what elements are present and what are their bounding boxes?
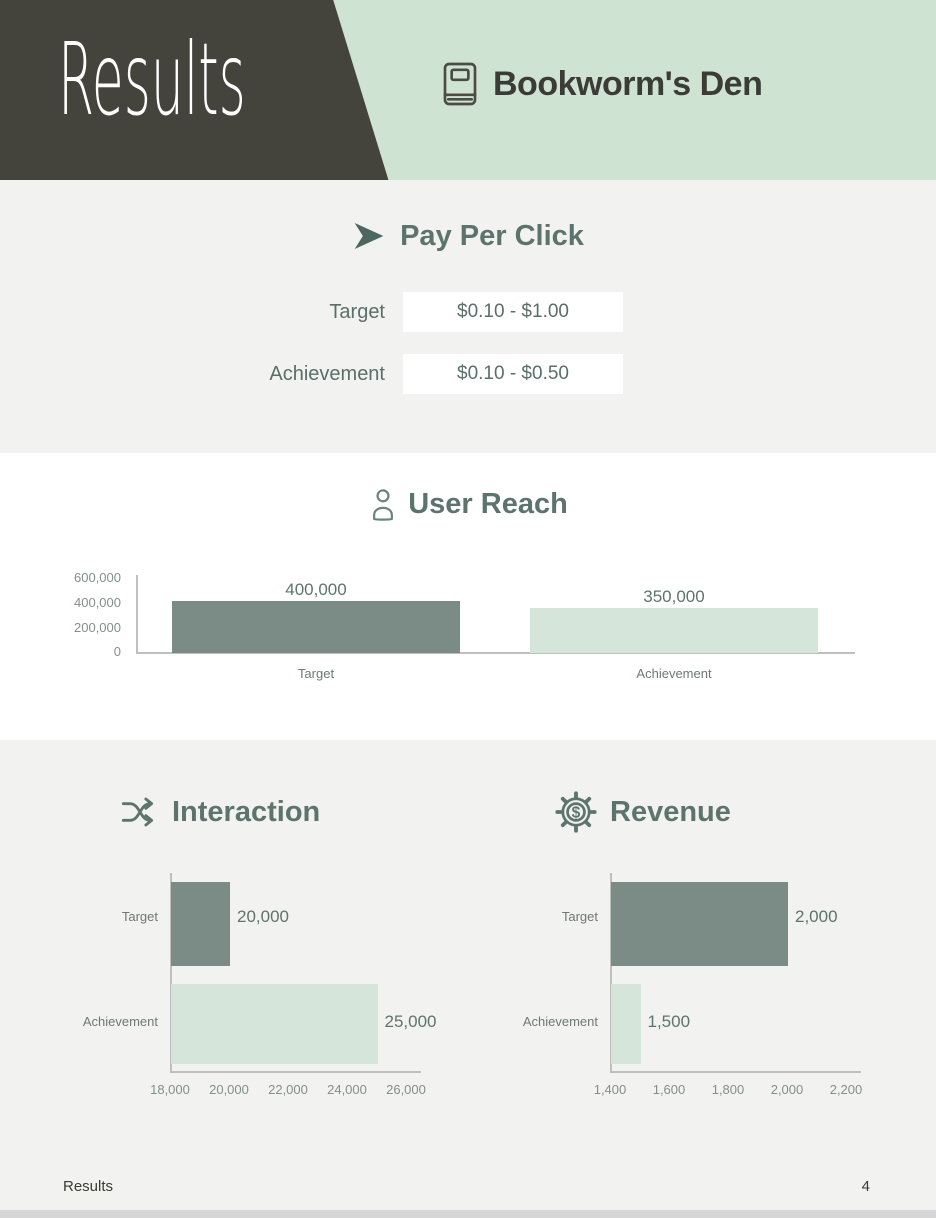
category-label: Target xyxy=(297,666,335,681)
y-axis-line xyxy=(610,873,612,1073)
category-label: Target xyxy=(561,909,598,924)
page-bottom-edge xyxy=(0,1210,936,1218)
x-tick: 20,000 xyxy=(209,1082,249,1097)
svg-text:$: $ xyxy=(572,805,581,822)
shuffle-icon xyxy=(121,797,154,827)
x-tick: 1,800 xyxy=(711,1082,745,1097)
x-tick: 24,000 xyxy=(327,1082,367,1097)
x-axis-line xyxy=(170,1071,421,1073)
category-label: Achievement xyxy=(522,1014,598,1029)
y-tick: 200,000 xyxy=(74,620,121,635)
bar-achievement xyxy=(611,984,641,1064)
bar-value-label: 2,000 xyxy=(795,907,838,926)
bottom-section-bg xyxy=(0,740,936,1210)
x-tick: 1,400 xyxy=(593,1082,627,1097)
bar-value-label: 20,000 xyxy=(237,907,289,926)
category-label: Achievement xyxy=(82,1014,158,1029)
x-tick: 26,000 xyxy=(386,1082,426,1097)
revenue-title: $ Revenue xyxy=(554,790,731,834)
footer-page-number: 4 xyxy=(861,1178,870,1195)
y-tick: 400,000 xyxy=(74,595,121,610)
y-tick: 600,000 xyxy=(74,570,121,585)
bar-target xyxy=(171,882,230,966)
page-title: Results xyxy=(58,21,246,138)
interaction-title: Interaction xyxy=(120,792,320,832)
footer-title: Results xyxy=(63,1178,114,1195)
book-icon xyxy=(443,62,477,106)
brand: Bookworm's Den xyxy=(440,56,800,112)
bar-target xyxy=(172,601,460,653)
ppc-achievement-value: $0.10 - $0.50 xyxy=(403,354,623,394)
x-tick: 2,000 xyxy=(770,1082,804,1097)
y-axis-line xyxy=(136,575,138,653)
category-label: Target xyxy=(121,909,158,924)
bar-achievement xyxy=(530,607,818,653)
ppc-target-label: Target xyxy=(329,301,385,323)
user-reach-title: User Reach xyxy=(0,484,936,524)
ppc-achievement-label: Achievement xyxy=(269,363,385,385)
bar-value-label: 400,000 xyxy=(285,580,347,599)
x-axis-line xyxy=(610,1071,861,1073)
bar-value-label: 350,000 xyxy=(643,586,705,606)
user-icon xyxy=(373,489,394,521)
bar-value-label: 25,000 xyxy=(384,1012,437,1031)
user-reach-section-bg xyxy=(0,453,936,740)
header-dark-shape xyxy=(0,0,389,180)
pay-per-click-title: Pay Per Click xyxy=(0,216,936,256)
y-axis-line xyxy=(170,873,172,1073)
y-tick: 0 xyxy=(113,644,121,659)
category-label: Achievement xyxy=(636,666,712,681)
brand-name: Bookworm's Den xyxy=(493,64,763,103)
x-tick: 22,000 xyxy=(268,1082,308,1097)
x-tick: 1,600 xyxy=(652,1082,686,1097)
gear-dollar-icon: $ xyxy=(555,791,597,833)
arrow-icon xyxy=(354,223,384,249)
bar-value-label: 1,500 xyxy=(647,1012,691,1031)
x-axis-line xyxy=(136,652,855,654)
bar-target xyxy=(611,882,788,966)
x-tick: 18,000 xyxy=(150,1082,190,1097)
x-tick: 2,200 xyxy=(829,1082,863,1097)
ppc-target-value: $0.10 - $1.00 xyxy=(403,292,623,332)
bar-achievement xyxy=(171,984,378,1064)
